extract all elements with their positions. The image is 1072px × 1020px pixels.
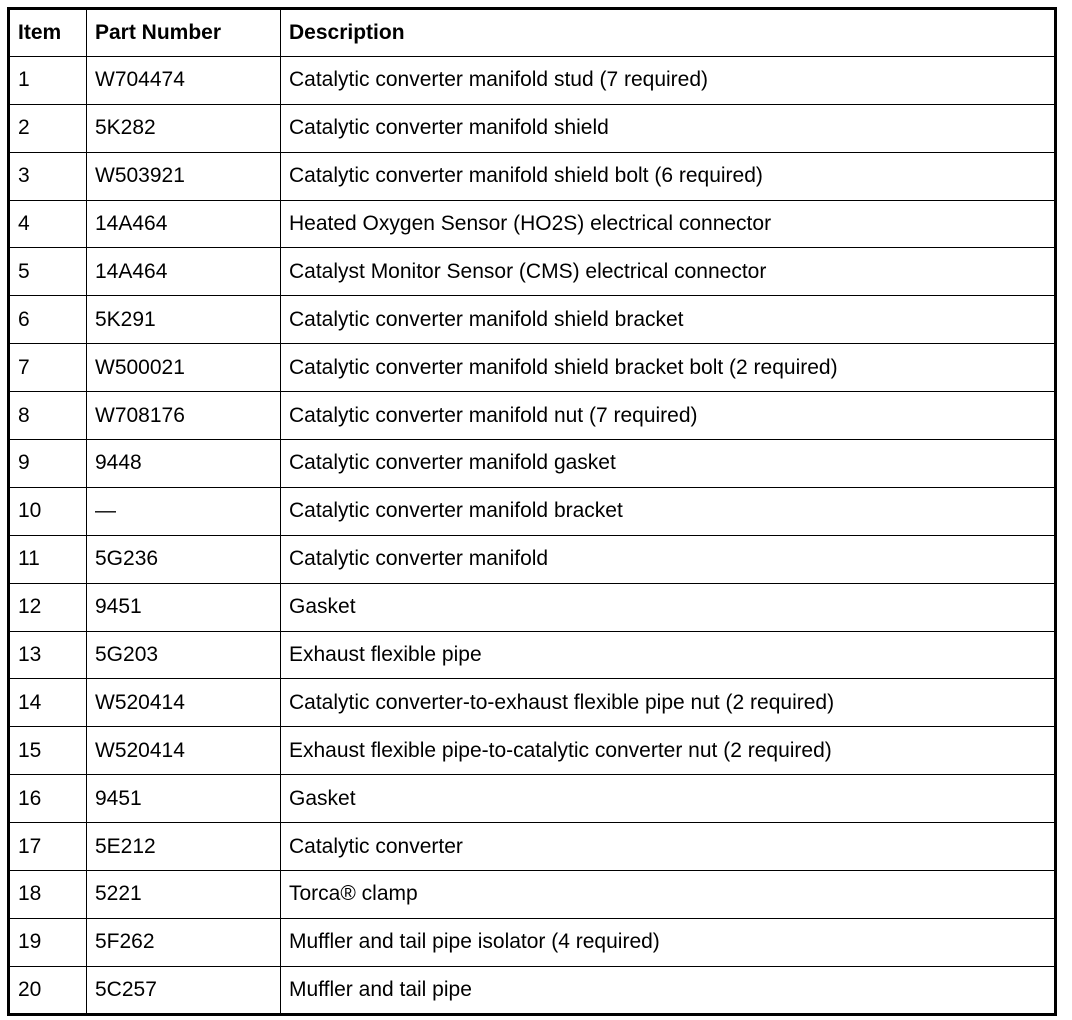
table-row: 7 W500021 Catalytic converter manifold shi… <box>8 343 1056 393</box>
table-row: 1 W704474 Catalytic converter manifold stu… <box>8 55 1056 105</box>
description-cell: Catalytic converter manifold gasket <box>280 439 1056 488</box>
item-cell: 17 <box>8 822 87 872</box>
item-cell: 15 <box>8 726 87 776</box>
description-cell: Gasket <box>280 774 1056 824</box>
item-cell: 10 <box>8 486 87 536</box>
item-cell: 13 <box>8 630 87 680</box>
table-row: 19 5F262 Muffler and tail pipe isolator (4… <box>8 917 1056 967</box>
table-row: 9 9448 Catalytic converter manifold gasket <box>8 439 1056 488</box>
part-number-cell: 14A464 <box>86 247 281 297</box>
table-row: 18 5221 Torca® clamp <box>8 870 1056 919</box>
description-cell: Exhaust flexible pipe <box>280 630 1056 680</box>
description-cell: Catalytic converter manifold shield brac… <box>280 343 1056 393</box>
table-row: 16 9451 Gasket <box>8 774 1056 824</box>
item-cell: 14 <box>8 678 87 728</box>
table-row: 6 5K291 Catalytic converter manifold shiel… <box>8 295 1056 345</box>
part-number-cell: W708176 <box>86 391 281 441</box>
table-row: 11 5G236 Catalytic converter manifold <box>8 534 1056 584</box>
part-number-cell: — <box>86 486 281 536</box>
description-cell: Catalytic converter manifold shield brac… <box>280 295 1056 345</box>
part-number-cell: W503921 <box>86 151 281 201</box>
part-number-cell: 5C257 <box>86 965 281 1015</box>
item-cell: 8 <box>8 391 87 441</box>
part-number-cell: 5K291 <box>86 295 281 345</box>
item-cell: 3 <box>8 151 87 201</box>
part-number-cell: 5F262 <box>86 917 281 967</box>
part-number-cell: 5E212 <box>86 822 281 872</box>
description-cell: Catalytic converter manifold bracket <box>280 486 1056 536</box>
part-number-cell: 5221 <box>86 870 281 919</box>
table-row: 15 W520414 Exhaust flexible pipe-to-cataly… <box>8 726 1056 776</box>
part-number-cell: 5G203 <box>86 630 281 680</box>
part-number-cell: W520414 <box>86 678 281 728</box>
part-number-cell: 5K282 <box>86 103 281 153</box>
description-cell: Torca® clamp <box>280 870 1056 919</box>
item-cell: 19 <box>8 917 87 967</box>
description-cell: Catalytic converter manifold nut (7 requ… <box>280 391 1056 441</box>
item-cell: 18 <box>8 870 87 919</box>
item-cell: 4 <box>8 199 87 249</box>
part-number-cell: W520414 <box>86 726 281 776</box>
header-item: Item <box>8 8 87 57</box>
item-cell: 20 <box>8 965 87 1015</box>
table-row: 8 W708176 Catalytic converter manifold nut… <box>8 391 1056 441</box>
description-cell: Catalytic converter manifold stud (7 req… <box>280 55 1056 105</box>
description-cell: Muffler and tail pipe <box>280 965 1056 1015</box>
description-cell: Catalytic converter-to-exhaust flexible … <box>280 678 1056 728</box>
part-number-cell: 9451 <box>86 582 281 632</box>
item-cell: 5 <box>8 247 87 297</box>
description-cell: Catalytic converter <box>280 822 1056 872</box>
table-row: 14 W520414 Catalytic converter-to-exhaust … <box>8 678 1056 728</box>
description-cell: Exhaust flexible pipe-to-catalytic conve… <box>280 726 1056 776</box>
description-cell: Catalyst Monitor Sensor (CMS) electrical… <box>280 247 1056 297</box>
item-cell: 6 <box>8 295 87 345</box>
description-cell: Catalytic converter manifold shield bolt… <box>280 151 1056 201</box>
parts-table: Item Part Number Description 1 W704474 Cat… <box>7 7 1057 1016</box>
item-cell: 16 <box>8 774 87 824</box>
part-number-cell: 14A464 <box>86 199 281 249</box>
table-row: 4 14A464 Heated Oxygen Sensor (HO2S) elect… <box>8 199 1056 249</box>
table-row: 12 9451 Gasket <box>8 582 1056 632</box>
table-row: 13 5G203 Exhaust flexible pipe <box>8 630 1056 680</box>
table-row: 3 W503921 Catalytic converter manifold shi… <box>8 151 1056 201</box>
item-cell: 7 <box>8 343 87 393</box>
table-row: 10— Catalytic converter manifold bracket <box>8 486 1056 536</box>
description-cell: Catalytic converter manifold shield <box>280 103 1056 153</box>
description-cell: Heated Oxygen Sensor (HO2S) electrical c… <box>280 199 1056 249</box>
description-cell: Muffler and tail pipe isolator (4 requir… <box>280 917 1056 967</box>
description-cell: Gasket <box>280 582 1056 632</box>
item-cell: 11 <box>8 534 87 584</box>
item-cell: 12 <box>8 582 87 632</box>
description-cell: Catalytic converter manifold <box>280 534 1056 584</box>
part-number-cell: W704474 <box>86 55 281 105</box>
item-cell: 2 <box>8 103 87 153</box>
part-number-cell: 9448 <box>86 439 281 488</box>
table-row: 5 14A464 Catalyst Monitor Sensor (CMS) ele… <box>8 247 1056 297</box>
item-cell: 1 <box>8 55 87 105</box>
part-number-cell: 5G236 <box>86 534 281 584</box>
table-row: 20 5C257 Muffler and tail pipe <box>8 965 1056 1015</box>
header-row: Item Part Number Description <box>8 8 1056 57</box>
table-row: 2 5K282 Catalytic converter manifold shiel… <box>8 103 1056 153</box>
table-row: 17 5E212 Catalytic converter <box>8 822 1056 872</box>
part-number-cell: W500021 <box>86 343 281 393</box>
item-cell: 9 <box>8 439 87 488</box>
header-part-number: Part Number <box>86 8 281 57</box>
part-number-cell: 9451 <box>86 774 281 824</box>
header-description: Description <box>280 8 1056 57</box>
